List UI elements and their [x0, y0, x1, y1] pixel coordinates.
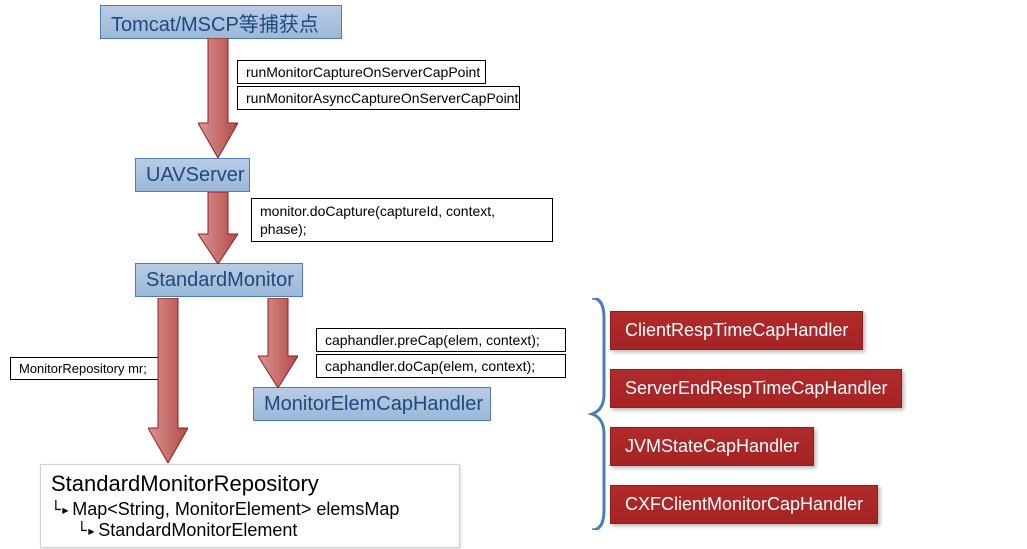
- repo-line1-text: Map<String, MonitorElement> elemsMap: [72, 499, 399, 520]
- arrow-3: [148, 298, 188, 463]
- repo-line-1: └▸ Map<String, MonitorElement> elemsMap: [51, 499, 449, 520]
- code-box-5: caphandler.doCap(elem, context);: [316, 354, 566, 378]
- brace-icon: [560, 298, 616, 530]
- tomcat-box: Tomcat/MSCP等捕获点: [100, 5, 342, 39]
- code4-text: caphandler.preCap(elem, context);: [325, 332, 540, 348]
- handler3-label: JVMStateCapHandler: [625, 436, 799, 456]
- code2-text: runMonitorAsyncCaptureOnServerCapPoint: [246, 90, 518, 106]
- stdmonitor-box: StandardMonitor: [135, 263, 303, 297]
- code3-text: monitor.doCapture(captureId, context, ph…: [260, 203, 495, 237]
- uavserver-label: UAVServer: [146, 164, 245, 187]
- handler-1: ClientRespTimeCapHandler: [610, 311, 863, 350]
- mecaphandler-box: MonitorElemCapHandler: [253, 387, 491, 421]
- repo-line2-text: StandardMonitorElement: [98, 520, 297, 541]
- mr-text: MonitorRepository mr;: [19, 361, 147, 376]
- handler-4: CXFClientMonitorCapHandler: [610, 485, 878, 524]
- code-box-2: runMonitorAsyncCaptureOnServerCapPoint: [237, 86, 520, 110]
- handler-2: ServerEndRespTimeCapHandler: [610, 369, 902, 408]
- code-box-4: caphandler.preCap(elem, context);: [316, 328, 566, 352]
- handler1-label: ClientRespTimeCapHandler: [625, 320, 848, 340]
- code1-text: runMonitorCaptureOnServerCapPoint: [246, 64, 480, 80]
- code-box-1: runMonitorCaptureOnServerCapPoint: [237, 60, 486, 84]
- arrow-4: [258, 298, 298, 388]
- handler4-label: CXFClientMonitorCapHandler: [625, 494, 863, 514]
- arrow-1: [198, 38, 238, 158]
- repo-line-2: └▸ StandardMonitorElement: [51, 520, 449, 541]
- code5-text: caphandler.doCap(elem, context);: [325, 358, 535, 374]
- uavserver-box: UAVServer: [135, 158, 250, 192]
- handler-3: JVMStateCapHandler: [610, 427, 814, 466]
- arrow-2: [198, 192, 238, 264]
- mecaphandler-label: MonitorElemCapHandler: [264, 393, 483, 416]
- stdmonitor-label: StandardMonitor: [146, 269, 294, 292]
- handler2-label: ServerEndRespTimeCapHandler: [625, 378, 887, 398]
- repo-box: StandardMonitorRepository └▸ Map<String,…: [40, 464, 460, 548]
- mr-box: MonitorRepository mr;: [10, 357, 170, 380]
- code-box-3: monitor.doCapture(captureId, context, ph…: [251, 198, 553, 242]
- tree-glyph-icon: └▸: [51, 500, 70, 519]
- repo-title: StandardMonitorRepository: [51, 471, 449, 497]
- tomcat-label: Tomcat/MSCP等捕获点: [111, 8, 319, 37]
- tree-glyph-icon: └▸: [77, 521, 96, 540]
